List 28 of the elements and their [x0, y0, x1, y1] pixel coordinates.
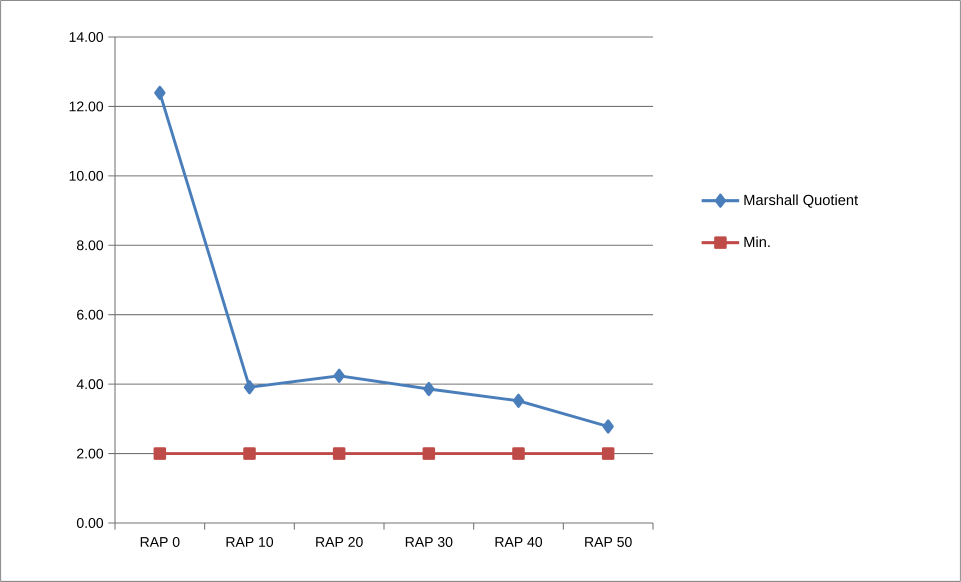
point — [243, 447, 256, 460]
point — [512, 447, 525, 460]
point — [154, 447, 166, 460]
x-tick-label: RAP 10 — [226, 537, 274, 547]
y-tick-label: 4.00 — [76, 379, 104, 390]
point — [154, 86, 166, 100]
y-tick-label: 14.00 — [70, 32, 104, 42]
x-tick-label: RAP 40 — [496, 537, 542, 547]
point — [332, 447, 346, 460]
point — [512, 394, 524, 408]
y-tick-label: 6.00 — [77, 310, 104, 320]
point — [422, 447, 436, 460]
point — [244, 380, 256, 394]
point — [602, 447, 614, 460]
legend-label: Marshall Quotient — [744, 194, 858, 208]
y-tick-label: 2.00 — [77, 448, 104, 459]
point — [602, 419, 614, 434]
x-tick-label: RAP 20 — [316, 537, 363, 547]
point — [423, 382, 434, 396]
x-tick-label: RAP 30 — [406, 537, 452, 547]
y-tick-label: 8.00 — [76, 240, 104, 250]
x-tick-label: RAP 50 — [585, 537, 632, 547]
y-tick-label: 0.00 — [76, 518, 104, 528]
point — [333, 368, 345, 383]
legend-label: Min. — [744, 236, 770, 247]
y-tick-label: 10.00 — [70, 170, 104, 181]
y-tick-label: 12.00 — [70, 101, 104, 112]
x-tick-label: RAP 0 — [140, 537, 180, 547]
